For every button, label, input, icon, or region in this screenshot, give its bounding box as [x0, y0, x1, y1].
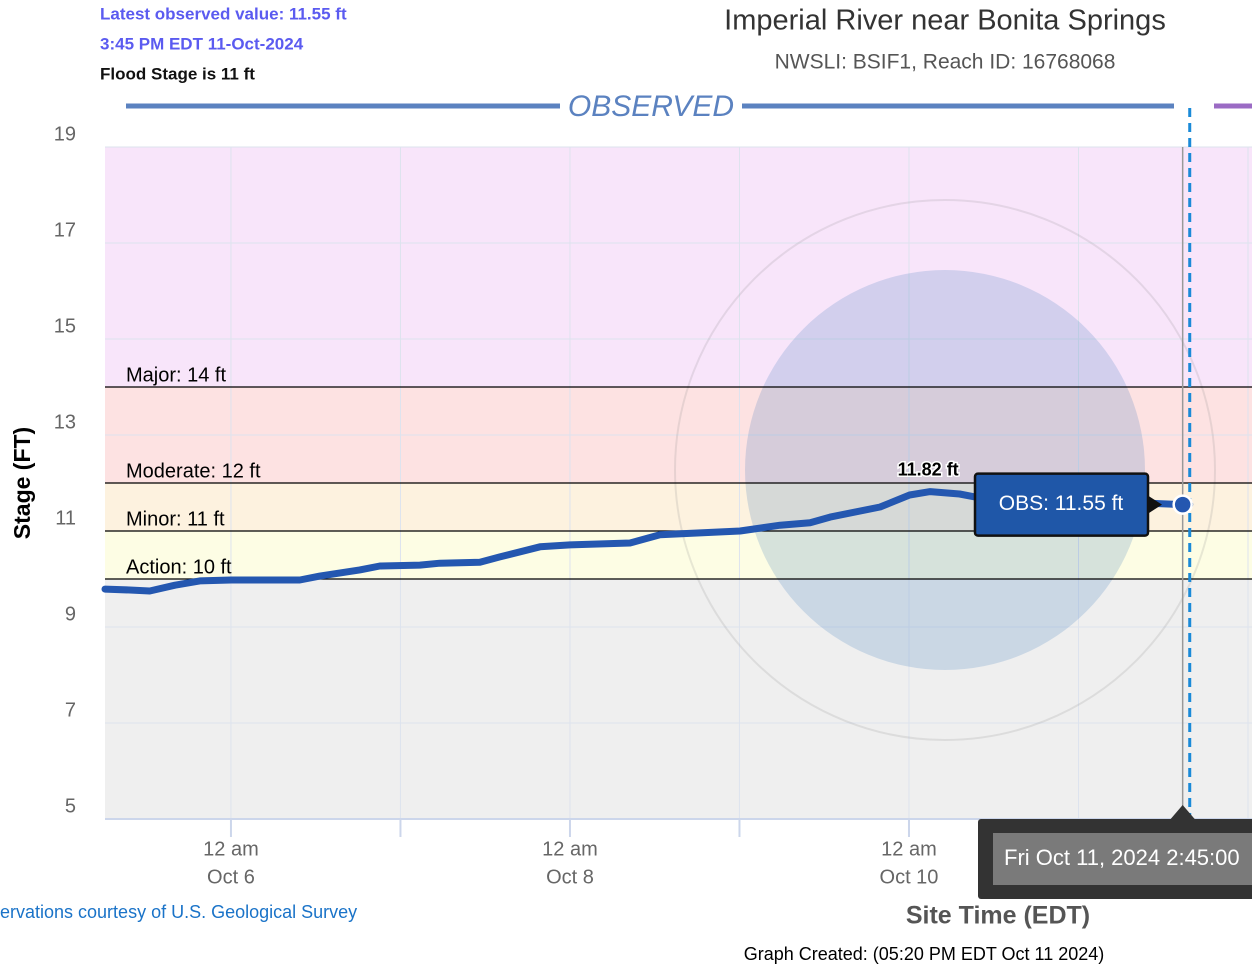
credit: ervations courtesy of U.S. Geological Su…: [0, 902, 357, 922]
annotation-point: [928, 489, 933, 494]
watermark-ring: [674, 199, 1216, 741]
series-line: [101, 488, 1194, 595]
hover-tooltip-label: Fri Oct 11, 2024 2:45:00: [1004, 845, 1240, 870]
flood-band: [105, 531, 1252, 579]
threshold-label: Major: 14 ft: [126, 364, 226, 386]
y-tick-label: 13: [54, 411, 76, 433]
x-tick-label: 12 am: [881, 838, 937, 860]
plot-layer: 5 7 9 11 13 15 17 19 12 am Oct 6 12 am Oct 8 12 am Oc…: [54, 103, 1252, 899]
hover-tooltip-pointer: [1170, 805, 1195, 819]
y-tick-label: 7: [65, 699, 76, 721]
y-tick-label: 15: [54, 315, 76, 337]
threshold-label: Moderate: 12 ft: [126, 460, 261, 482]
watermark-disc: [745, 270, 1145, 670]
x-tick-label: Oct 10: [880, 866, 939, 888]
footer: Graph Created: (05:20 PM EDT Oct 11 2024…: [744, 944, 1105, 964]
y-tick-label: 19: [54, 123, 76, 145]
obs-tooltip-label: OBS: 11.55 ft: [999, 492, 1124, 515]
y-tick-label: 9: [65, 603, 76, 625]
band-below: [105, 579, 1252, 819]
section-label: OBSERVED: [568, 90, 734, 123]
obs-point: [1172, 494, 1193, 515]
watermark: [674, 199, 1216, 741]
chart-title: Imperial River near Bonita Springs: [724, 5, 1166, 37]
threshold-label: Minor: 11 ft: [126, 508, 225, 530]
plot-background: [105, 146, 1252, 820]
header-flood-stage: Flood Stage is 11 ft: [100, 64, 255, 83]
y-tick-label: 11: [55, 507, 76, 529]
y-tick-label: 5: [65, 795, 76, 817]
obs-tooltip-pointer: [1148, 495, 1162, 514]
x-tick-label: Oct 6: [207, 866, 255, 888]
flood-band: [105, 147, 1252, 387]
x-tick-label: 12 am: [542, 838, 598, 860]
x-axis-label: Site Time (EDT): [906, 902, 1090, 930]
hover-tooltip-inner: [993, 833, 1252, 885]
threshold-label: Action: 10 ft: [126, 556, 232, 578]
x-tick-label: 12 am: [203, 838, 259, 860]
header-time: 3:45 PM EDT 11-Oct-2024: [100, 34, 304, 53]
chart-subtitle: NWSLI: BSIF1, Reach ID: 16768068: [775, 51, 1116, 74]
x-tick-label: Oct 8: [546, 866, 594, 888]
annotation-label: 11.82 ft: [898, 459, 959, 479]
y-axis-label: Stage (FT): [9, 427, 35, 539]
header-value: Latest observed value: 11.55 ft: [100, 4, 347, 23]
y-tick-label: 17: [54, 219, 76, 241]
